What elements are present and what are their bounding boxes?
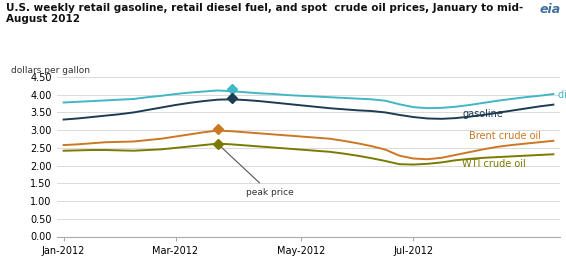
Text: Brent crude oil: Brent crude oil bbox=[469, 131, 542, 141]
Text: peak price: peak price bbox=[220, 145, 293, 197]
Text: gasoline: gasoline bbox=[462, 109, 503, 119]
Text: dollars per gallon: dollars per gallon bbox=[11, 66, 90, 75]
Text: diesel fuel: diesel fuel bbox=[558, 90, 566, 100]
Text: WTI crude oil: WTI crude oil bbox=[462, 159, 526, 169]
Text: U.S. weekly retail gasoline, retail diesel fuel, and spot  crude oil prices, Jan: U.S. weekly retail gasoline, retail dies… bbox=[6, 3, 523, 24]
Text: eia: eia bbox=[539, 3, 560, 16]
